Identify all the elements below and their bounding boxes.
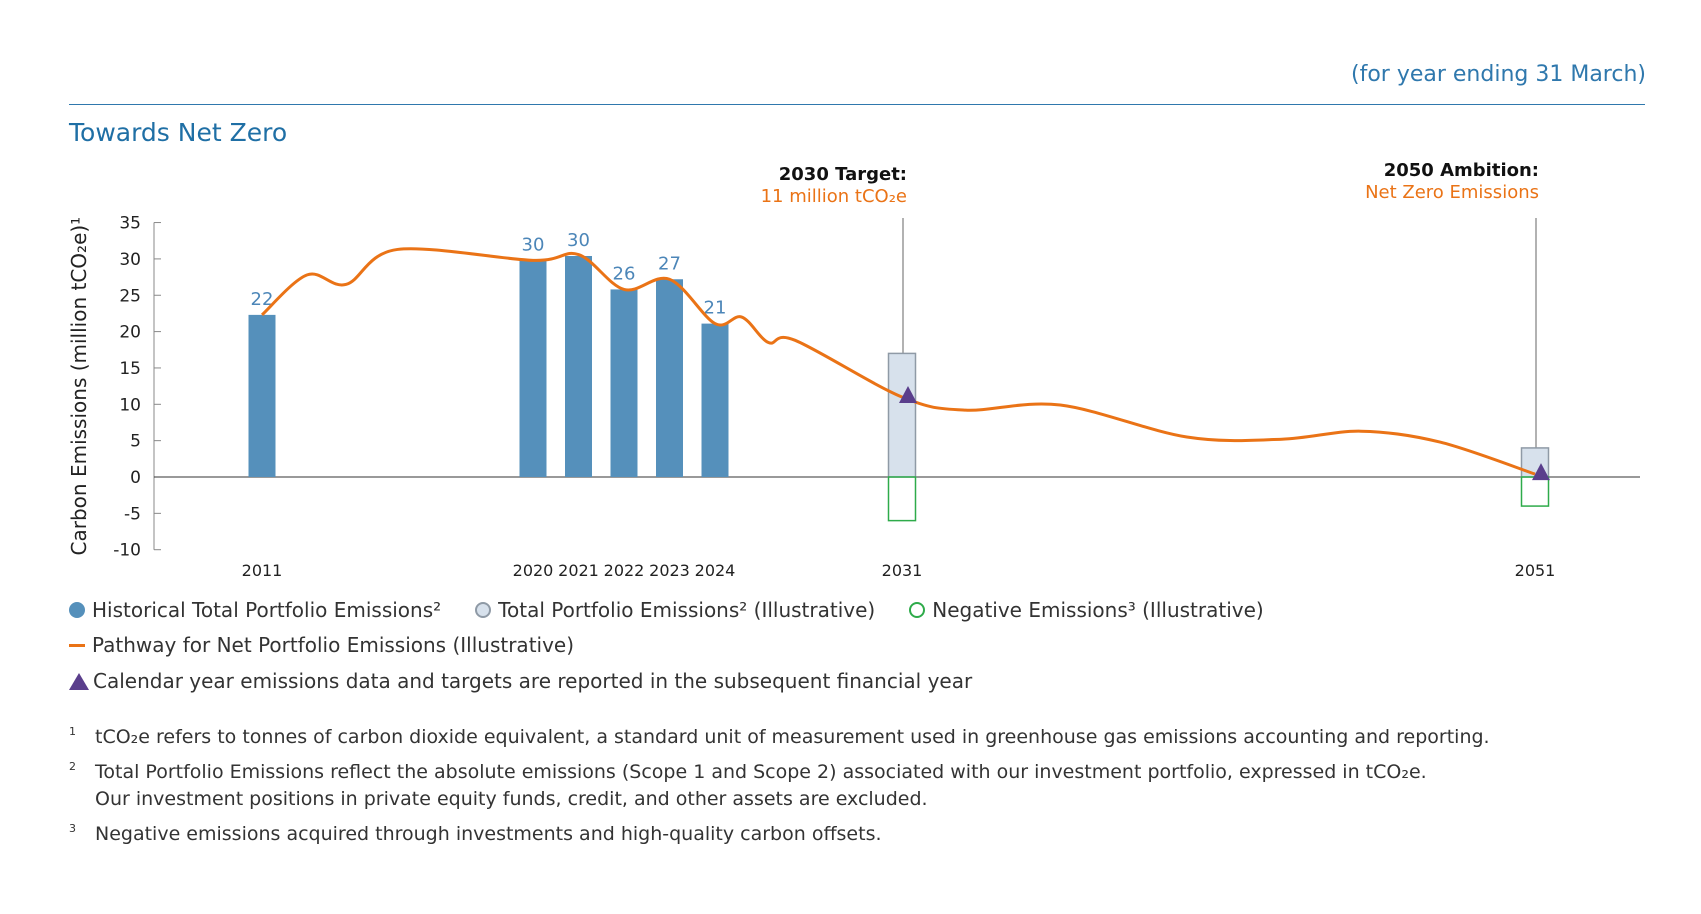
legend-illustrative-label: Total Portfolio Emissions² (Illustrative… — [498, 598, 876, 622]
annotation-heading: 2050 Ambition: — [1384, 160, 1539, 181]
y-tick-label: 25 — [119, 286, 141, 306]
y-tick-label: 15 — [119, 359, 141, 379]
x-tick-label: 2051 — [1515, 561, 1556, 580]
historical-bar — [519, 260, 547, 477]
historical-bar — [565, 255, 592, 477]
y-tick-label: -10 — [113, 541, 141, 561]
bar-data-label: 27 — [658, 253, 681, 274]
bar-data-label: 22 — [251, 289, 274, 310]
footnotes: 1 tCO₂e refers to tonnes of carbon dioxi… — [69, 724, 1490, 856]
header-divider — [69, 104, 1645, 105]
legend-row-3: Calendar year emissions data and targets… — [69, 669, 1006, 693]
illustrative-bar — [887, 352, 917, 478]
legend-illustrative: Total Portfolio Emissions² (Illustrative… — [475, 598, 875, 622]
legend-pathway-label: Pathway for Net Portfolio Emissions (Ill… — [92, 633, 575, 657]
negative-emissions-bar — [1520, 476, 1550, 507]
x-tick-label: 2024 — [695, 561, 736, 580]
negative-swatch-icon — [909, 602, 926, 618]
x-tick-label: 2020 — [513, 561, 554, 580]
footnote-3: 3 Negative emissions acquired through in… — [69, 821, 1490, 848]
y-tick-label: 5 — [130, 432, 141, 452]
y-tick-label: 20 — [119, 323, 141, 343]
footnote-number: 1 — [69, 725, 76, 738]
legend-row-1: Historical Total Portfolio Emissions² To… — [69, 598, 1298, 622]
footnote-text-continued: Our investment positions in private equi… — [95, 788, 928, 810]
annotation-text: Net Zero Emissions — [1365, 182, 1539, 203]
x-tick-label: 2023 — [649, 561, 690, 580]
y-tick-label: 30 — [119, 250, 141, 270]
historical-bar — [656, 279, 683, 477]
y-tick-label: -5 — [124, 504, 141, 524]
emissions-chart: 35 30 25 20 15 10 5 0 -5 -10 Carbon Emissions (mil… — [67, 160, 1640, 580]
pathway-line — [260, 247, 1536, 476]
y-tick-label: 35 — [119, 214, 141, 234]
y-tick-label: 10 — [119, 395, 141, 415]
triangle-marker-icon — [69, 672, 89, 690]
legend-negative: Negative Emissions³ (Illustrative) — [909, 598, 1264, 622]
x-tick-label: 2031 — [882, 561, 923, 580]
target-marker-triangle — [1532, 463, 1550, 481]
negative-emissions-bar — [887, 476, 917, 522]
historical-bar — [701, 323, 729, 477]
period-note: (for year ending 31 March) — [1351, 62, 1646, 87]
footnote-2: 2 Total Portfolio Emissions reflect the … — [69, 759, 1490, 813]
y-tick-label: 0 — [130, 468, 141, 488]
legend-marker: Calendar year emissions data and targets… — [69, 669, 972, 693]
y-axis-label: Carbon Emissions (million tCO₂e)¹ — [67, 217, 91, 556]
annotation-text: 11 million tCO₂e — [761, 186, 907, 207]
x-tick-label: 2021 — [558, 561, 599, 580]
bar-data-label: 21 — [704, 298, 727, 319]
footnote-text: Negative emissions acquired through inve… — [95, 823, 882, 845]
historical-bar — [248, 314, 276, 477]
footnote-text: Total Portfolio Emissions reflect the ab… — [95, 761, 1427, 783]
legend-historical: Historical Total Portfolio Emissions² — [69, 598, 441, 622]
footnote-1: 1 tCO₂e refers to tonnes of carbon dioxi… — [69, 724, 1490, 751]
legend-marker-label: Calendar year emissions data and targets… — [93, 669, 973, 693]
historical-bar — [610, 289, 638, 477]
bar-data-label: 26 — [613, 263, 636, 284]
footnote-number: 2 — [69, 760, 76, 773]
illustrative-swatch-icon — [475, 602, 492, 618]
legend-row-2: Pathway for Net Portfolio Emissions (Ill… — [69, 633, 608, 657]
x-tick-label: 2011 — [242, 561, 283, 580]
footnote-text: tCO₂e refers to tonnes of carbon dioxide… — [95, 726, 1490, 748]
bar-data-label: 30 — [567, 230, 590, 251]
annotation-heading: 2030 Target: — [779, 164, 907, 185]
legend-historical-label: Historical Total Portfolio Emissions² — [92, 598, 442, 622]
chart-title: Towards Net Zero — [69, 118, 288, 147]
footnote-number: 3 — [69, 822, 76, 835]
legend-negative-label: Negative Emissions³ (Illustrative) — [932, 598, 1264, 622]
historical-swatch-icon — [69, 602, 85, 618]
bar-data-label: 30 — [522, 234, 545, 255]
target-marker-triangle — [899, 386, 917, 404]
pathway-line-icon — [69, 643, 85, 647]
legend-pathway: Pathway for Net Portfolio Emissions (Ill… — [69, 633, 574, 657]
x-tick-label: 2022 — [604, 561, 645, 580]
footnote-text-block: Total Portfolio Emissions reflect the ab… — [95, 759, 1490, 813]
